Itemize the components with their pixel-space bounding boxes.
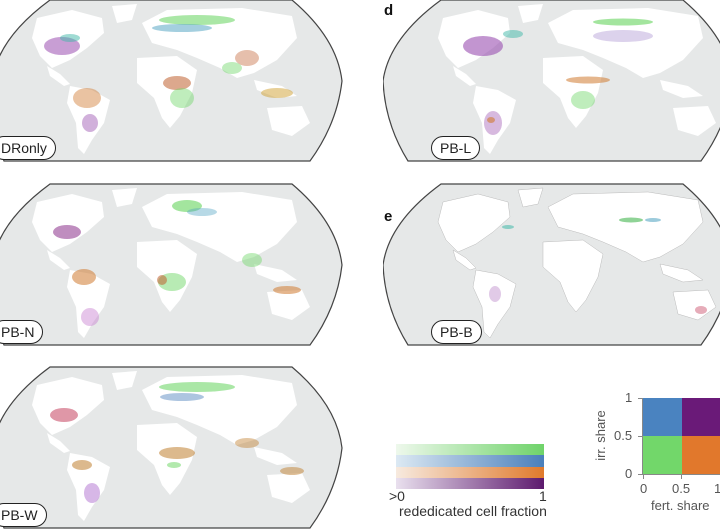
y-axis-line [642,398,643,475]
x-tick-label: 0 [640,481,647,496]
x-axis-label: fert. share [651,498,710,513]
scenario-label: PB-B [431,320,482,344]
colorbar-min-label: >0 [389,488,405,504]
cell-high-fert-high-irr [682,398,720,436]
world-map [0,182,344,348]
world-map [0,365,344,531]
colorbar-row-blue [396,455,544,466]
x-tick-label: 0.5 [672,481,690,496]
x-tick-label: 1 [714,481,720,496]
map-panel-pb-n: PB-N [0,182,344,348]
x-tick [681,475,682,479]
scenario-label: DRonly [0,136,56,160]
y-tick-label: 0 [625,466,632,481]
colorbar-title: rededicated cell fraction [399,503,547,519]
y-tick [638,474,642,475]
scenario-label: PB-L [431,136,480,160]
map-panel-pb-l: d PB-L [383,0,720,164]
panel-letter-e: e [384,208,392,225]
bivariate-legend [643,398,720,474]
y-tick-label: 0.5 [614,428,632,443]
y-tick [638,398,642,399]
y-tick-label: 1 [625,390,632,405]
y-tick [638,436,642,437]
colorbar [396,444,544,489]
cell-low-fert-low-irr [643,436,682,474]
scenario-label: PB-N [0,320,43,344]
panel-letter-d: d [384,2,393,19]
colorbar-max-label: 1 [539,488,547,504]
y-axis-label: irr. share [593,410,608,461]
map-panel-dronly: DRonly [0,0,344,164]
map-panel-pb-b: e PB-B [383,182,720,348]
cell-high-fert-low-irr [682,436,720,474]
scenario-label: PB-W [0,503,47,527]
cell-low-fert-high-irr [643,398,682,436]
colorbar-row-purple [396,478,544,489]
x-tick [643,475,644,479]
colorbar-row-green [396,444,544,455]
colorbar-row-orange [396,467,544,478]
map-panel-pb-w: PB-W [0,365,344,531]
